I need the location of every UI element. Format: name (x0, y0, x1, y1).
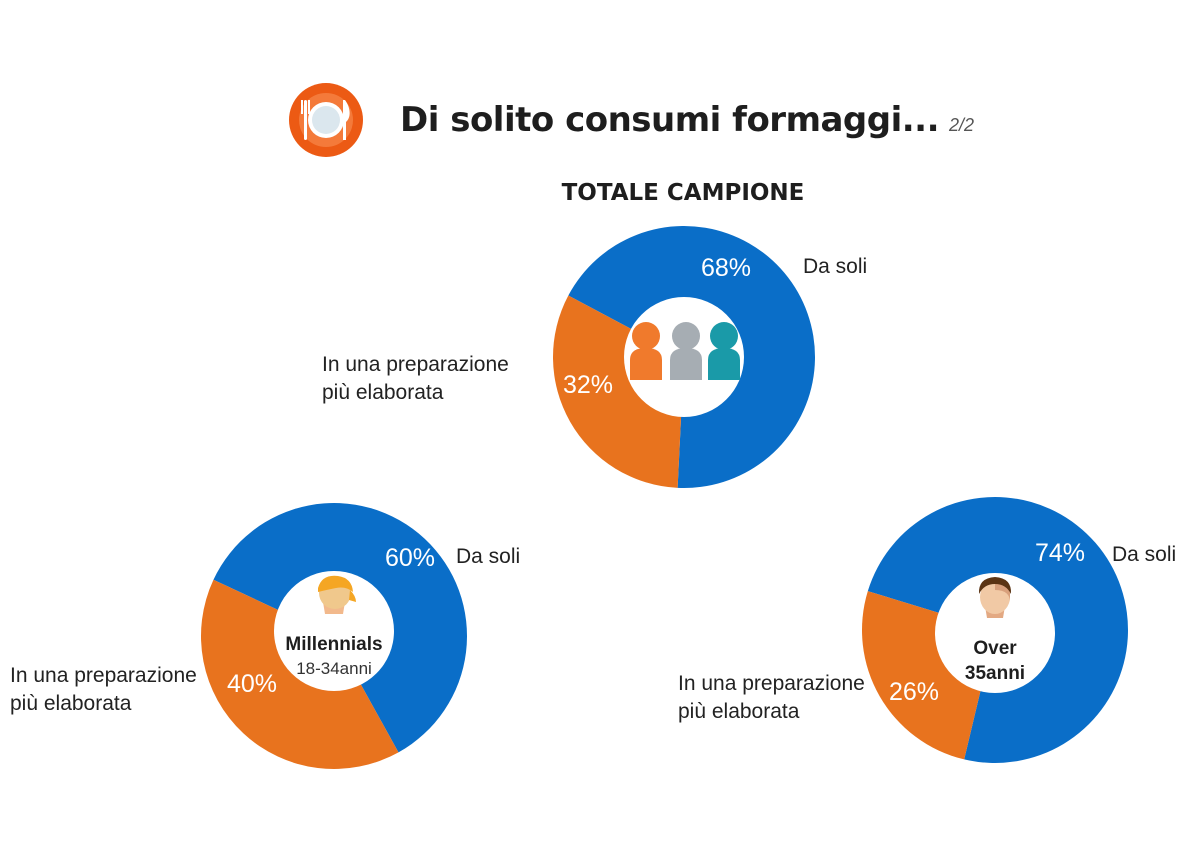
young-person-icon (318, 575, 356, 614)
slice-label-line-1: In una preparazione (10, 664, 197, 687)
slice-label-line-2: più elaborata (322, 381, 444, 404)
value-label-totale-preparazione: 32% (563, 371, 613, 399)
center-sublabel-millennials: 18-34anni (296, 659, 372, 678)
value-label-millennials-da-soli: 60% (385, 544, 435, 572)
page-indicator: 2/2 (949, 114, 975, 135)
slice-label-over35-da-soli: Da soli (1112, 543, 1176, 566)
slice-label-totale-preparazione: In una preparazione più elaborata (322, 353, 515, 404)
slice-label-millennials-da-soli: Da soli (456, 545, 520, 568)
plate-cutlery-icon (289, 83, 363, 157)
chart-title-totale: TOTALE CAMPIONE (561, 180, 805, 206)
slice-label-line-2: più elaborata (678, 700, 800, 723)
value-label-over35-preparazione: 26% (889, 678, 939, 706)
value-label-millennials-preparazione: 40% (227, 670, 277, 698)
value-label-totale-da-soli: 68% (701, 254, 751, 282)
donut-center-over35 (935, 573, 1055, 693)
value-label-over35-da-soli: 74% (1035, 539, 1085, 567)
donut-center-millennials (274, 571, 394, 691)
header: Di solito consumi formaggi... 2/2 (288, 80, 974, 160)
page-title: Di solito consumi formaggi... (400, 100, 940, 140)
slice-label-line-2: più elaborata (10, 692, 132, 715)
slice-label-line-1: In una preparazione (678, 672, 865, 695)
center-sublabel-over35: 35anni (965, 663, 1025, 684)
slice-label-over35-preparazione: In una preparazione più elaborata (678, 672, 871, 723)
slice-label-totale-da-soli: Da soli (803, 255, 867, 278)
slice-label-line-1: In una preparazione (322, 353, 509, 376)
people-group-icon (630, 322, 740, 380)
slice-label-millennials-preparazione: In una preparazione più elaborata (10, 664, 203, 715)
adult-man-icon (978, 577, 1012, 618)
center-label-millennials: Millennials (285, 634, 382, 655)
center-label-over35: Over (973, 638, 1017, 659)
